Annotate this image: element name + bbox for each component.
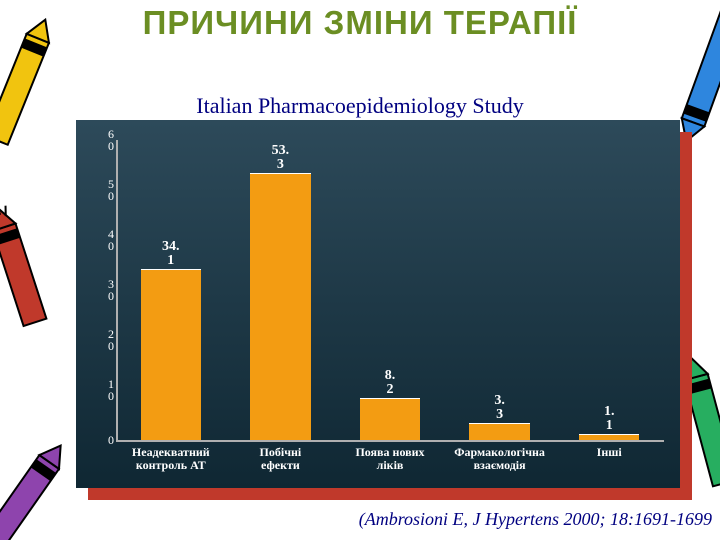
y-tick: 40 xyxy=(76,228,114,252)
citation: (Ambrosioni E, J Hypertens 2000; 18:1691… xyxy=(359,509,712,530)
slide: ПРИЧИНИ ЗМІНИ ТЕРАПІЇ Italian Pharmacoep… xyxy=(0,0,720,540)
bar-value-label: 8.2 xyxy=(360,369,420,397)
chart-container: 34.1 53.3 8.2 3.3 1.1 0 10 20 30 40 50 60 Неадекват… xyxy=(76,120,692,500)
bar-value-label: 3.3 xyxy=(470,394,530,422)
bar xyxy=(469,423,529,441)
subtitle: Italian Pharmacoepidemiology Study xyxy=(0,93,720,119)
y-tick: 60 xyxy=(76,128,114,152)
plot-area: 34.1 53.3 8.2 3.3 1.1 xyxy=(116,140,664,440)
bar-value-label: 53.3 xyxy=(250,144,310,172)
crayon-purple-icon xyxy=(0,430,65,540)
crayon-red-icon xyxy=(0,200,48,340)
bar xyxy=(360,398,420,440)
bar xyxy=(579,434,639,441)
y-tick: 20 xyxy=(76,328,114,352)
bar-value-label: 34.1 xyxy=(141,240,201,268)
category-label: Поява нових ліків xyxy=(345,446,435,472)
bar xyxy=(141,269,201,441)
y-tick: 0 xyxy=(76,434,114,446)
category-label: Неадекватний контроль АТ xyxy=(121,446,221,472)
y-tick: 10 xyxy=(76,378,114,402)
category-label: Побічні ефекти xyxy=(240,446,320,472)
category-label: Фармакологічна взаємодія xyxy=(445,446,555,472)
y-tick: 30 xyxy=(76,278,114,302)
y-tick: 50 xyxy=(76,178,114,202)
page-title: ПРИЧИНИ ЗМІНИ ТЕРАПІЇ xyxy=(0,5,720,41)
chart-background: 34.1 53.3 8.2 3.3 1.1 0 10 20 30 40 50 60 Неадекват… xyxy=(76,120,680,488)
bar-value-label: 1.1 xyxy=(579,405,639,433)
category-label: Інші xyxy=(579,446,639,459)
x-axis xyxy=(116,440,664,442)
bar xyxy=(250,173,310,441)
